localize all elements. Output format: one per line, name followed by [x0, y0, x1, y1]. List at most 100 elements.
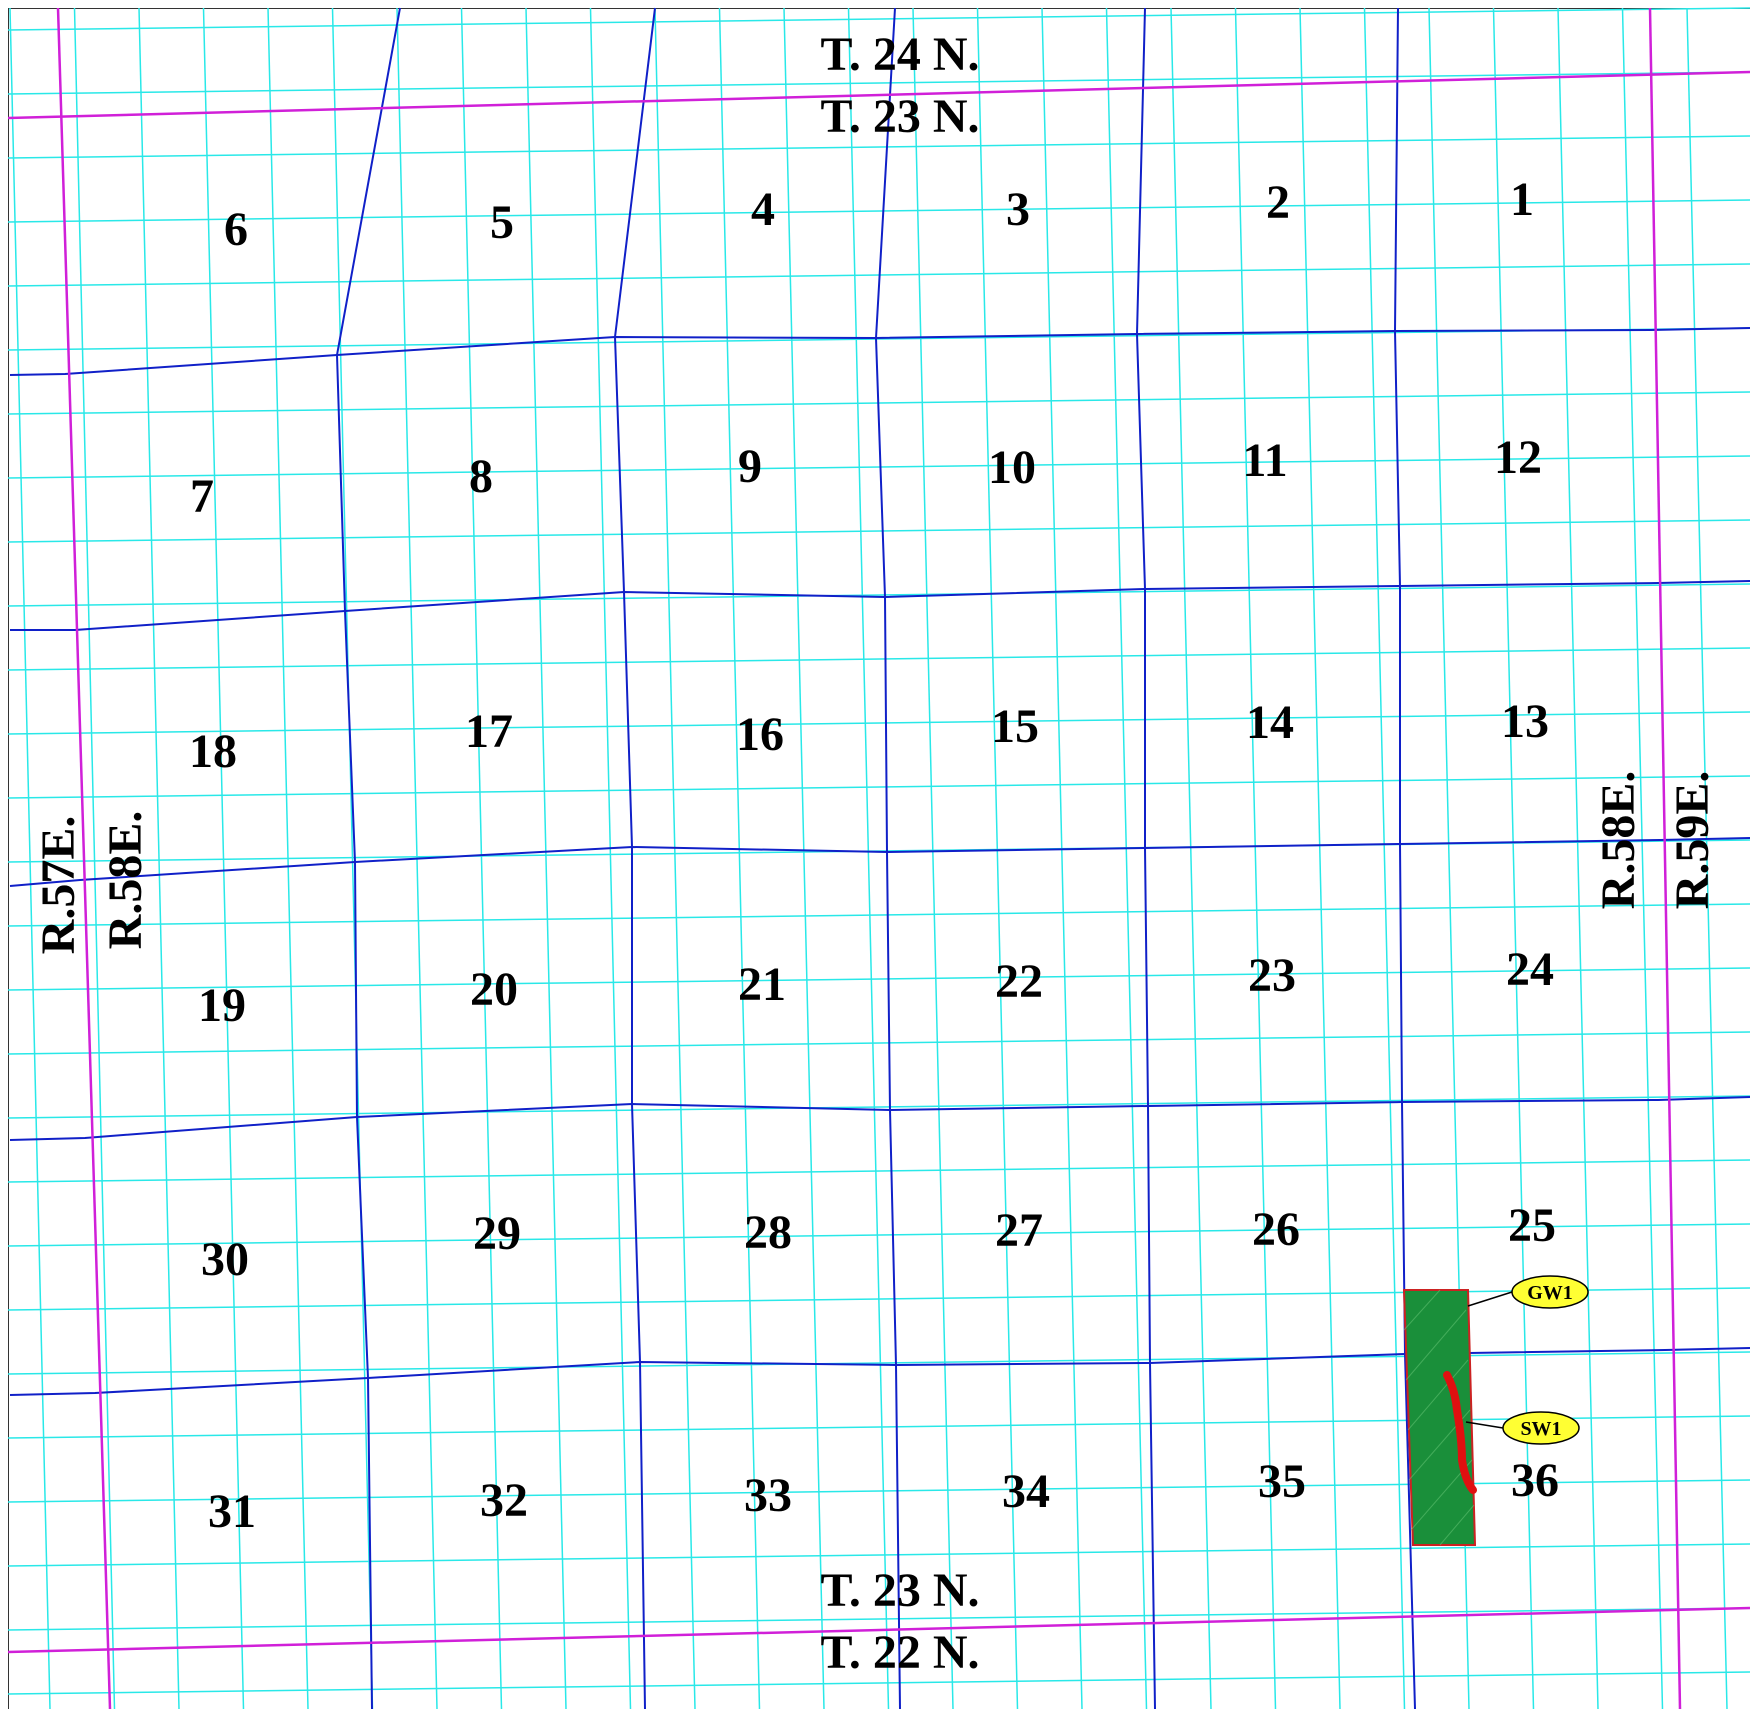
gw1-leader-line — [1467, 1291, 1513, 1307]
section-number-3: 3 — [1006, 183, 1030, 236]
section-number-14: 14 — [1246, 696, 1294, 749]
gw1-feature[interactable]: GW1 SW1 — [1402, 1275, 1589, 1546]
section-number-32: 32 — [480, 1474, 528, 1527]
quarter-line-horizontal — [7, 1607, 1750, 1631]
section-number-1: 1 — [1510, 173, 1534, 226]
quarter-line-horizontal — [7, 1671, 1750, 1695]
section-number-2: 2 — [1266, 176, 1290, 229]
quarter-line-vertical — [1105, 7, 1148, 1709]
quarter-grid-lines — [7, 7, 1750, 1709]
quarter-line-vertical — [331, 7, 374, 1709]
section-number-5: 5 — [490, 196, 514, 249]
quarter-line-horizontal — [7, 71, 1750, 95]
quarter-line-horizontal — [7, 519, 1750, 543]
section-number-31: 31 — [208, 1485, 256, 1538]
section-number-22: 22 — [995, 955, 1043, 1008]
quarter-line-vertical — [847, 7, 890, 1709]
quarter-line-vertical — [976, 7, 1019, 1709]
township-range-lines — [7, 7, 1750, 1709]
section-line-horizontal — [9, 837, 1750, 887]
section-number-15: 15 — [991, 700, 1039, 753]
section-line-vertical — [1135, 7, 1156, 1709]
quarter-line-vertical — [783, 7, 825, 1709]
section-lines — [9, 7, 1750, 1709]
section-number-24: 24 — [1506, 943, 1554, 996]
section-number-10: 10 — [988, 441, 1036, 494]
quarter-line-vertical — [654, 7, 696, 1709]
section-number-18: 18 — [189, 725, 237, 778]
section-number-20: 20 — [470, 963, 518, 1016]
section-number-8: 8 — [469, 450, 493, 503]
quarter-line-vertical — [1686, 7, 1728, 1709]
section-number-19: 19 — [198, 979, 246, 1032]
quarter-line-vertical — [589, 7, 632, 1709]
section-number-17: 17 — [465, 705, 513, 758]
sw1-callout[interactable] — [1502, 1411, 1580, 1445]
section-number-36: 36 — [1511, 1454, 1559, 1507]
section-number-26: 26 — [1252, 1203, 1300, 1256]
quarter-line-horizontal — [7, 135, 1750, 159]
sw1-stream — [1443, 1371, 1477, 1494]
quarter-line-horizontal — [7, 1351, 1750, 1375]
quarter-line-horizontal — [7, 7, 1750, 31]
section-number-16: 16 — [736, 708, 784, 761]
quarter-line-horizontal — [7, 1095, 1750, 1119]
quarter-line-vertical — [718, 7, 761, 1709]
section-number-12: 12 — [1494, 431, 1542, 484]
section-number-7: 7 — [190, 470, 214, 523]
range-label-r58e-left: R.58E. — [99, 811, 152, 950]
range-label-r57e-left: R.57E. — [32, 816, 85, 955]
quarter-line-vertical — [1299, 7, 1341, 1709]
range-label-r59e-right: R.59E. — [1666, 771, 1719, 910]
map-frame — [8, 8, 1750, 1709]
township-label-t23n-top: T. 23 N. — [820, 90, 979, 143]
quarter-line-horizontal — [7, 711, 1750, 735]
section-line-horizontal — [10, 580, 1750, 631]
section-number-35: 35 — [1258, 1455, 1306, 1508]
quarter-line-horizontal — [7, 903, 1750, 927]
quarter-line-horizontal — [7, 1543, 1750, 1567]
section-number-28: 28 — [744, 1206, 792, 1259]
township-label-t23n-bottom: T. 23 N. — [820, 1564, 979, 1617]
quarter-line-horizontal — [7, 1479, 1750, 1503]
quarter-line-vertical — [202, 7, 245, 1709]
quarter-line-horizontal — [7, 1223, 1750, 1247]
quarter-line-vertical — [1041, 7, 1083, 1709]
section-number-9: 9 — [738, 440, 762, 493]
quarter-line-horizontal — [7, 1415, 1750, 1439]
quarter-line-vertical — [1170, 7, 1212, 1709]
section-line-horizontal — [9, 327, 1750, 376]
quarter-line-vertical — [1363, 7, 1406, 1709]
quarter-line-vertical — [912, 7, 954, 1709]
section-number-29: 29 — [473, 1207, 521, 1260]
section-number-23: 23 — [1248, 949, 1296, 1002]
quarter-line-horizontal — [7, 583, 1750, 607]
section-number-34: 34 — [1002, 1465, 1050, 1518]
sw1-leader-line — [1465, 1421, 1504, 1429]
quarter-line-horizontal — [7, 1031, 1750, 1055]
township-range-line — [1648, 7, 1682, 1709]
section-number-21: 21 — [738, 958, 786, 1011]
section-number-30: 30 — [201, 1233, 249, 1286]
section-number-11: 11 — [1242, 434, 1287, 487]
quarter-line-vertical — [1557, 7, 1599, 1709]
section-line-vertical — [335, 7, 401, 1709]
section-line-vertical — [874, 7, 901, 1709]
township-label-t24n-top: T. 24 N. — [820, 28, 979, 81]
quarter-line-vertical — [9, 7, 51, 1709]
gw1-parcel[interactable] — [1402, 1289, 1477, 1546]
section-number-27: 27 — [995, 1204, 1043, 1257]
sw1-label: SW1 — [1520, 1418, 1561, 1440]
gw1-callout[interactable] — [1511, 1275, 1589, 1309]
section-number-6: 6 — [224, 203, 248, 256]
section-number-13: 13 — [1501, 695, 1549, 748]
section-number-25: 25 — [1508, 1199, 1556, 1252]
quarter-line-horizontal — [7, 1159, 1750, 1183]
quarter-line-horizontal — [7, 647, 1750, 671]
quarter-line-vertical — [525, 7, 567, 1709]
section-number-4: 4 — [751, 183, 775, 236]
section-number-33: 33 — [744, 1469, 792, 1522]
quarter-line-horizontal — [7, 967, 1750, 991]
